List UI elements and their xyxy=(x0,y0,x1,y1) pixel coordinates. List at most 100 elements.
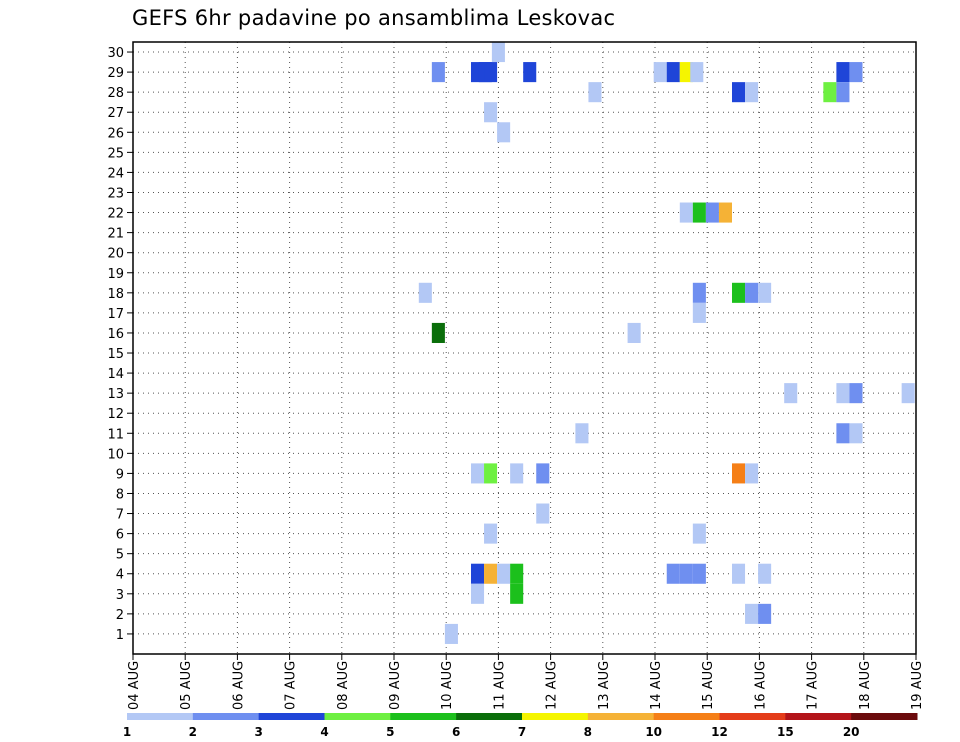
data-cell xyxy=(484,563,498,584)
y-tick-label: 7 xyxy=(116,508,124,523)
colorbar-segment xyxy=(587,713,655,720)
x-tick-label: 04 AUG xyxy=(127,661,142,710)
data-cell xyxy=(523,62,537,83)
data-cell xyxy=(666,62,680,83)
y-tick-label: 26 xyxy=(107,126,124,141)
data-cell xyxy=(718,202,732,223)
y-tick-label: 22 xyxy=(107,207,124,222)
colorbar-segment xyxy=(258,713,325,720)
data-cell xyxy=(731,82,746,103)
y-tick-label: 17 xyxy=(107,307,124,322)
colorbar-label: 2 xyxy=(189,725,197,739)
y-axis: 1234567891011121314151617181920212223242… xyxy=(107,46,133,643)
data-cell xyxy=(484,463,498,484)
colorbar-segment xyxy=(851,713,918,720)
data-cell xyxy=(497,563,511,584)
x-axis: 04 AUG 05 AUG 06 AUG 07 AUG 08 AUG 09 AUG 10 A… xyxy=(127,654,925,710)
y-tick-label: 27 xyxy=(107,106,124,121)
data-cell xyxy=(588,82,602,103)
y-tick-label: 2 xyxy=(116,608,124,623)
y-tick-label: 23 xyxy=(107,186,124,201)
data-cell xyxy=(444,623,458,644)
data-cell xyxy=(470,583,485,604)
y-tick-label: 6 xyxy=(116,528,124,543)
data-cell xyxy=(627,322,641,343)
colorbar-label: 4 xyxy=(320,725,328,739)
data-cell xyxy=(491,42,505,63)
data-cell xyxy=(823,82,837,103)
data-cell xyxy=(849,383,863,404)
data-cell xyxy=(653,62,667,83)
colorbar-label: 6 xyxy=(452,725,460,739)
x-tick-label: 10 AUG xyxy=(440,661,455,710)
y-tick-label: 16 xyxy=(107,327,124,342)
data-cell xyxy=(470,563,485,584)
plot-frame xyxy=(132,41,917,655)
colorbar-segment xyxy=(785,713,852,720)
y-tick-label: 1 xyxy=(116,628,124,643)
y-tick-label: 29 xyxy=(107,66,124,81)
y-tick-label: 24 xyxy=(107,166,124,181)
colorbar-segment xyxy=(653,713,720,720)
data-cell xyxy=(484,102,498,123)
y-tick-label: 5 xyxy=(116,548,124,563)
data-cell xyxy=(731,463,746,484)
colorbar-segment xyxy=(127,713,194,720)
data-cell xyxy=(758,563,772,584)
data-cell xyxy=(536,503,550,524)
x-tick-label: 14 AUG xyxy=(649,661,664,710)
grid-lines xyxy=(132,42,917,654)
data-cell xyxy=(497,122,511,143)
data-cell xyxy=(745,82,759,103)
colorbar-label: 12 xyxy=(711,725,728,739)
colorbar-label: 10 xyxy=(645,725,662,739)
data-cell xyxy=(510,563,524,584)
data-cell xyxy=(901,383,915,404)
data-cell xyxy=(536,463,550,484)
colorbar-segment xyxy=(719,713,786,720)
x-tick-label: 18 AUG xyxy=(858,661,873,710)
y-tick-label: 14 xyxy=(107,367,124,382)
data-cell xyxy=(510,583,524,604)
colorbar-segment xyxy=(192,713,260,720)
data-cell xyxy=(692,202,706,223)
data-cells xyxy=(418,42,915,644)
y-tick-label: 19 xyxy=(107,267,124,282)
y-tick-label: 8 xyxy=(116,487,124,502)
colorbar-label: 1 xyxy=(123,725,131,739)
data-cell xyxy=(484,523,498,544)
data-cell xyxy=(692,282,706,303)
y-tick-label: 30 xyxy=(107,46,124,61)
data-cell xyxy=(758,603,772,624)
data-cell xyxy=(418,282,432,303)
x-tick-label: 17 AUG xyxy=(806,661,821,710)
data-cell xyxy=(849,62,863,83)
y-tick-label: 3 xyxy=(116,588,124,603)
data-cell xyxy=(745,282,759,303)
x-tick-label: 06 AUG xyxy=(231,661,246,710)
y-tick-label: 20 xyxy=(107,247,124,262)
data-cell xyxy=(836,62,850,83)
colorbar-segment xyxy=(390,713,457,720)
colorbar-segment xyxy=(522,713,589,720)
x-tick-label: 12 AUG xyxy=(545,661,560,710)
x-tick-label: 13 AUG xyxy=(597,661,612,710)
data-cell xyxy=(745,603,759,624)
data-cell xyxy=(731,563,746,584)
data-cell xyxy=(836,82,850,103)
x-tick-label: 07 AUG xyxy=(284,661,299,710)
colorbar-segment xyxy=(324,713,391,720)
y-tick-label: 21 xyxy=(107,227,124,242)
data-cell xyxy=(836,383,850,404)
data-cell xyxy=(431,322,445,343)
y-tick-label: 12 xyxy=(107,407,124,422)
data-cell xyxy=(679,62,693,83)
data-cell xyxy=(849,423,863,444)
colorbar-label: 20 xyxy=(843,725,860,739)
data-cell xyxy=(745,463,759,484)
data-cell xyxy=(692,302,706,323)
colorbar-label: 7 xyxy=(518,725,526,739)
x-tick-label: 11 AUG xyxy=(492,661,507,710)
colorbar-label: 8 xyxy=(584,725,592,739)
colorbar-label: 15 xyxy=(777,725,794,739)
